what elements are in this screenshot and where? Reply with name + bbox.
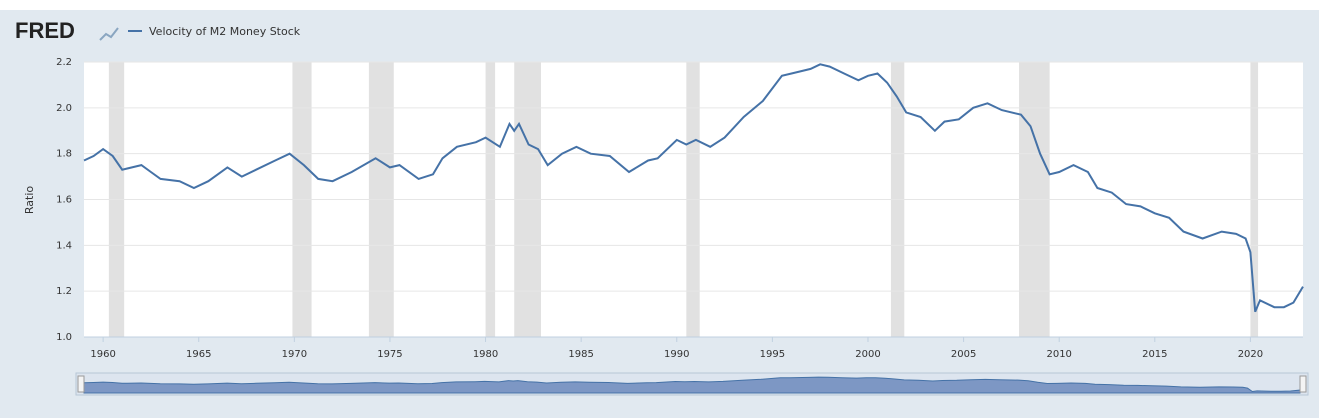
x-tick-label: 1975 — [377, 349, 402, 360]
y-tick-label: 1.2 — [56, 286, 72, 297]
x-tick-label: 1960 — [90, 349, 115, 360]
navigator-series — [83, 376, 1301, 394]
x-tick-label: 2005 — [951, 349, 976, 360]
y-tick-label: 2.0 — [56, 103, 72, 114]
navigator-handle[interactable] — [77, 375, 85, 393]
x-tick-label: 1980 — [473, 349, 498, 360]
y-tick-label: 1.8 — [56, 149, 72, 160]
logo-icon — [99, 27, 119, 41]
legend-label: Velocity of M2 Money Stock — [149, 25, 301, 38]
x-tick-label: 2010 — [1046, 349, 1071, 360]
y-tick-label: 1.6 — [56, 195, 72, 206]
top-strip — [0, 0, 1319, 10]
x-tick-label: 1965 — [186, 349, 211, 360]
x-tick-label: 2015 — [1142, 349, 1167, 360]
x-tick-label: 2000 — [855, 349, 880, 360]
x-tick-label: 1985 — [568, 349, 593, 360]
y-tick-label: 1.0 — [56, 332, 72, 343]
y-axis-label: Ratio — [23, 186, 36, 215]
x-tick-label: 1995 — [760, 349, 785, 360]
x-tick-label: 1970 — [282, 349, 307, 360]
brand-logo: FRED — [15, 18, 75, 43]
series-line — [83, 63, 1304, 313]
y-tick-label: 2.2 — [56, 57, 72, 68]
x-tick-label: 1990 — [664, 349, 689, 360]
navigator-handle[interactable] — [1299, 375, 1307, 393]
x-tick-label: 2020 — [1238, 349, 1263, 360]
y-tick-label: 1.4 — [56, 240, 72, 251]
